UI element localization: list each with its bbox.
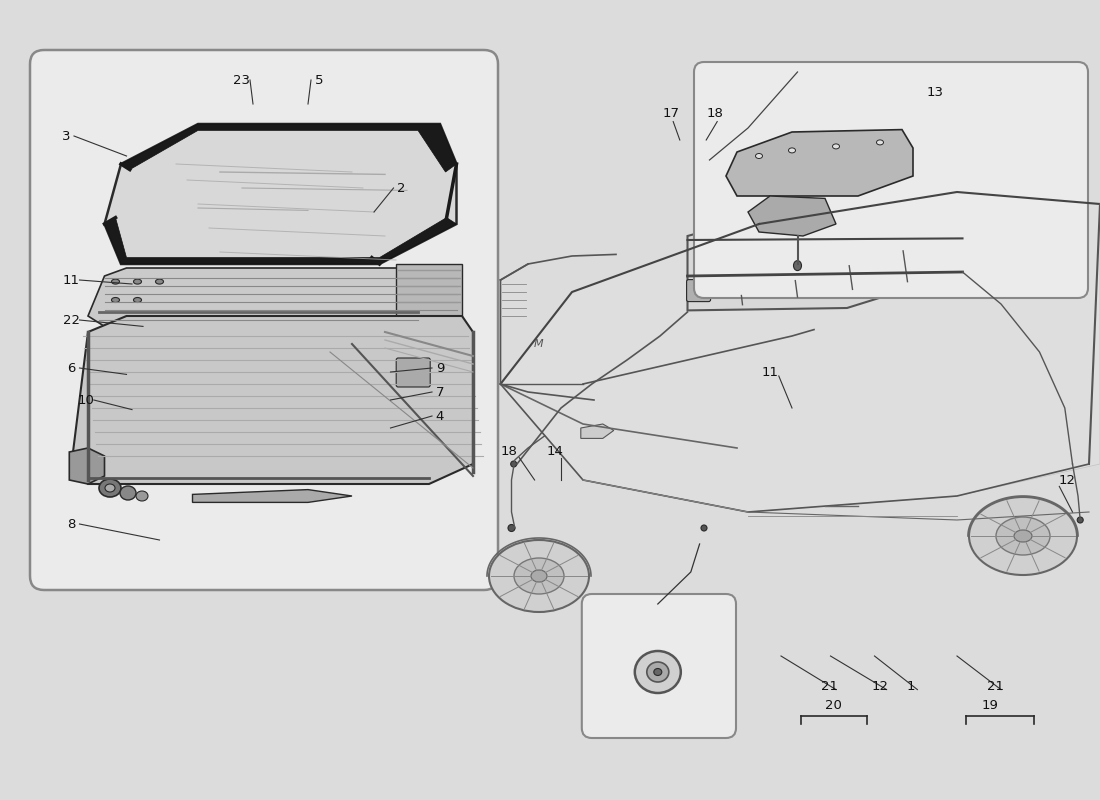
Text: 23: 23	[233, 74, 251, 86]
Ellipse shape	[111, 298, 120, 302]
Ellipse shape	[833, 144, 839, 149]
Text: 20: 20	[825, 699, 843, 712]
Ellipse shape	[514, 558, 564, 594]
Polygon shape	[72, 316, 473, 484]
Text: 4: 4	[436, 410, 444, 422]
Ellipse shape	[111, 279, 120, 284]
Ellipse shape	[104, 484, 116, 492]
Ellipse shape	[653, 669, 662, 675]
Polygon shape	[698, 211, 930, 298]
Polygon shape	[726, 130, 913, 196]
FancyBboxPatch shape	[396, 358, 430, 387]
Text: 3: 3	[62, 130, 70, 142]
Ellipse shape	[877, 140, 883, 145]
Text: 13: 13	[926, 86, 944, 98]
Text: 18: 18	[706, 107, 724, 120]
Text: 18: 18	[500, 446, 518, 458]
Text: 12: 12	[871, 680, 889, 693]
Ellipse shape	[1014, 530, 1032, 542]
Ellipse shape	[1077, 517, 1084, 523]
Text: 14: 14	[547, 446, 564, 458]
FancyBboxPatch shape	[582, 594, 736, 738]
Ellipse shape	[120, 486, 136, 500]
Text: 7: 7	[436, 386, 444, 398]
Ellipse shape	[701, 525, 707, 531]
Text: 1: 1	[906, 680, 915, 693]
FancyBboxPatch shape	[686, 279, 711, 302]
Ellipse shape	[136, 491, 149, 501]
Text: M: M	[535, 339, 543, 349]
Text: 21: 21	[821, 680, 838, 693]
Text: 8: 8	[67, 518, 76, 530]
Ellipse shape	[490, 540, 588, 612]
Text: 9: 9	[436, 362, 444, 374]
Ellipse shape	[793, 261, 802, 270]
Ellipse shape	[790, 246, 794, 250]
Polygon shape	[748, 196, 836, 236]
Text: 21: 21	[987, 680, 1004, 693]
Ellipse shape	[133, 279, 142, 284]
Text: 11: 11	[63, 274, 80, 286]
Polygon shape	[104, 218, 456, 264]
Ellipse shape	[635, 651, 681, 693]
Polygon shape	[69, 448, 104, 484]
Polygon shape	[121, 124, 456, 172]
Ellipse shape	[508, 525, 515, 531]
Text: 19: 19	[981, 699, 999, 712]
Polygon shape	[104, 124, 456, 264]
Ellipse shape	[155, 279, 164, 284]
Text: 17: 17	[662, 107, 680, 120]
Text: 12: 12	[1058, 474, 1076, 486]
Ellipse shape	[786, 243, 798, 253]
Text: 10: 10	[77, 394, 95, 406]
Polygon shape	[88, 268, 462, 326]
Text: 6: 6	[67, 362, 76, 374]
FancyBboxPatch shape	[30, 50, 498, 590]
Text: 2: 2	[397, 182, 406, 194]
Ellipse shape	[510, 461, 517, 467]
Polygon shape	[500, 192, 1100, 512]
Polygon shape	[688, 200, 962, 310]
Ellipse shape	[942, 269, 950, 275]
Ellipse shape	[789, 148, 795, 153]
Ellipse shape	[531, 570, 547, 582]
FancyBboxPatch shape	[694, 62, 1088, 298]
Ellipse shape	[996, 517, 1050, 555]
Polygon shape	[396, 264, 462, 332]
Polygon shape	[192, 490, 352, 502]
Polygon shape	[581, 424, 614, 438]
Ellipse shape	[647, 662, 669, 682]
Ellipse shape	[756, 154, 762, 158]
Text: 22: 22	[63, 314, 80, 326]
Ellipse shape	[99, 479, 121, 497]
Text: 5: 5	[315, 74, 323, 86]
Ellipse shape	[133, 298, 142, 302]
Ellipse shape	[969, 497, 1077, 575]
Text: 11: 11	[761, 366, 779, 378]
